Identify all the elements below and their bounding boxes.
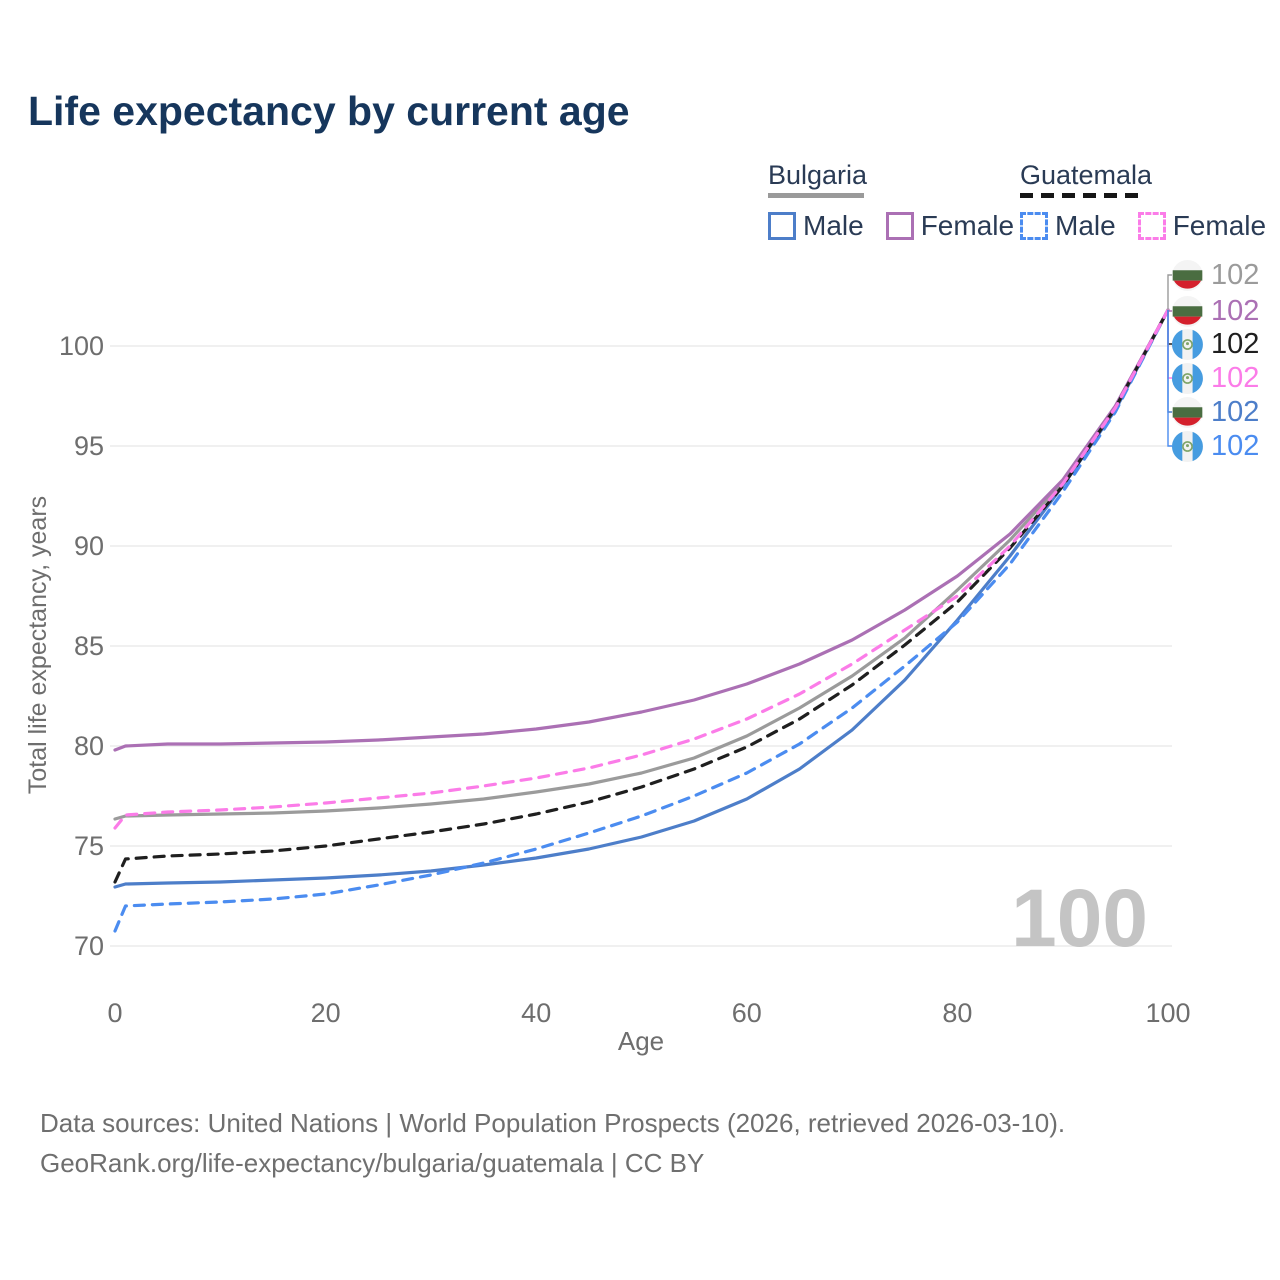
legend-group-bulgaria: Bulgaria Male Female <box>768 160 1036 242</box>
y-axis-title: Total life expectancy, years <box>24 496 52 794</box>
y-axis-tick-label: 100 <box>59 331 104 361</box>
x-axis-tick-label: 100 <box>1145 998 1190 1028</box>
legend-item-bulgaria-male[interactable]: Male <box>768 210 864 242</box>
x-axis-tick-label: 80 <box>942 998 972 1028</box>
legend-swatch-bulgaria-female <box>885 212 914 240</box>
x-axis-tick-label: 60 <box>732 998 762 1028</box>
legend-swatch-guatemala-male <box>1020 212 1048 240</box>
legend-swatch-guatemala-female <box>1137 212 1166 240</box>
current-age-watermark: 100 <box>1011 873 1148 964</box>
legend-swatch-bulgaria-male <box>768 212 796 240</box>
end-label-connector <box>1167 310 1176 413</box>
y-axis-tick-label: 75 <box>74 831 104 861</box>
legend-label-bulgaria-male: Male <box>803 210 864 241</box>
series-line-bulgaria-total[interactable] <box>113 308 1170 821</box>
y-axis-tick-label: 70 <box>74 931 104 961</box>
legend-item-bulgaria-female[interactable]: Female <box>885 210 1015 242</box>
y-axis-tick-label: 90 <box>74 531 104 561</box>
x-axis-tick-label: 20 <box>311 998 341 1028</box>
legend-item-guatemala-female[interactable]: Female <box>1137 210 1267 242</box>
legend-group-guatemala: Guatemala Male Female <box>1020 160 1280 242</box>
legend-solid-line-sample <box>768 193 864 198</box>
series-line-bulgaria-female[interactable] <box>113 308 1170 752</box>
x-axis-title: Age <box>618 1026 664 1056</box>
y-axis-tick-label: 95 <box>74 431 104 461</box>
legend-label-guatemala-male: Male <box>1055 210 1116 241</box>
series-line-guatemala-total[interactable] <box>113 308 1170 884</box>
legend-item-guatemala-male[interactable]: Male <box>1020 210 1116 242</box>
y-axis-tick-label: 85 <box>74 631 104 661</box>
legend-country-bulgaria: Bulgaria <box>768 160 868 190</box>
x-axis-tick-label: 40 <box>521 998 551 1028</box>
series-line-guatemala-female[interactable] <box>113 308 1170 830</box>
legend-label-guatemala-female: Female <box>1172 210 1267 241</box>
attribution-link-text[interactable]: GeoRank.org/life-expectancy/bulgaria/gua… <box>40 1148 705 1178</box>
page-title: Life expectancy by current age <box>28 88 630 134</box>
legend-dashed-line-sample <box>1020 193 1146 198</box>
legend-label-bulgaria-female: Female <box>920 210 1015 241</box>
end-label-connector <box>1167 310 1176 345</box>
series-line-bulgaria-male[interactable] <box>113 308 1170 889</box>
legend-country-guatemala: Guatemala <box>1020 160 1153 190</box>
series-line-guatemala-male[interactable] <box>113 308 1170 933</box>
data-sources-text: Data sources: United Nations | World Pop… <box>40 1108 1066 1138</box>
y-axis-tick-label: 80 <box>74 731 104 761</box>
end-label-connector <box>1167 274 1176 310</box>
x-axis-tick-label: 0 <box>107 998 122 1028</box>
